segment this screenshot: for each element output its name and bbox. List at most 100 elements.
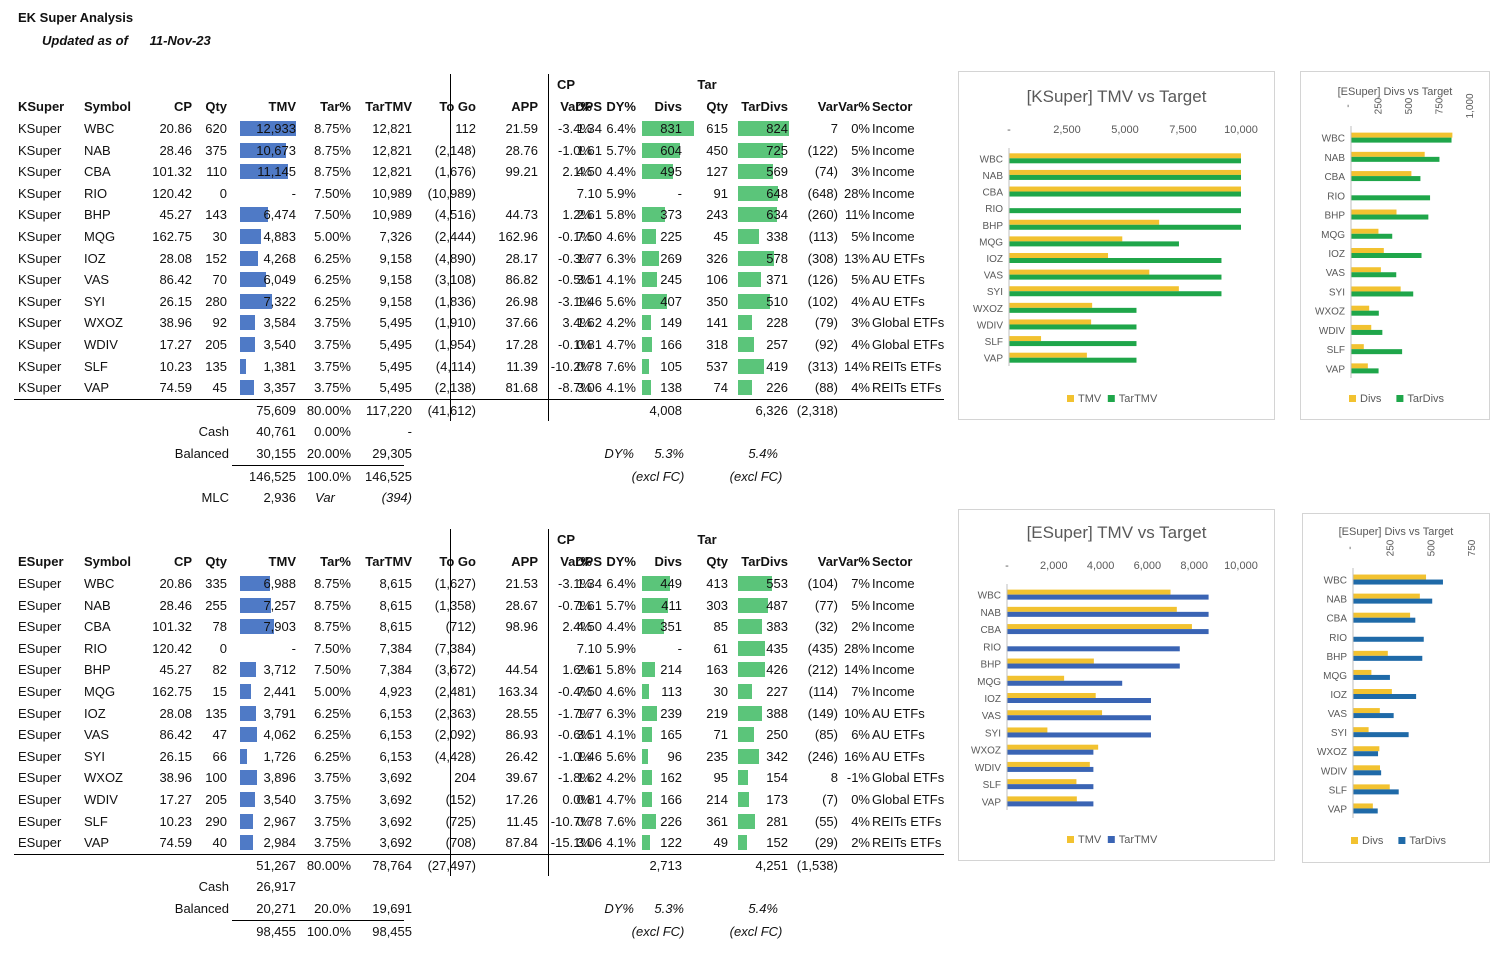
cell-sector: Income	[872, 185, 915, 201]
bar-tardivs	[1353, 674, 1390, 680]
table-row: KSuper VAS 86.42 70 6,049 6.25% 9,158 (3,108) 86…	[14, 269, 944, 290]
cell-tarp: 8.75%	[314, 142, 351, 158]
tmv-data-bar	[240, 813, 253, 829]
bar-divs	[1351, 286, 1401, 292]
cell-cp: 38.96	[159, 315, 192, 331]
table-row: KSuper WDIV 17.27 205 3,540 3.75% 5,495 (1,954)…	[14, 334, 944, 355]
bar-tartmv	[1007, 766, 1094, 772]
cell-qty: 152	[205, 250, 227, 266]
axis-tick-label: 8,000	[1180, 560, 1208, 572]
tmv-data-bar	[240, 164, 288, 180]
totals-row: 75,609 80.00% 117,220 (41,612) 4,008 6,326 (2,…	[14, 400, 944, 421]
bar-tardivs	[1353, 598, 1433, 604]
cell-app: 86.93	[505, 727, 538, 743]
category-label: NAB	[982, 171, 1003, 182]
cell-tqty: 45	[713, 229, 728, 244]
tardivs-data-bar	[738, 315, 752, 331]
axis-tick-label: 1,000	[1465, 93, 1476, 118]
cell-tardivs: 226	[766, 380, 788, 396]
cell-dy: 6.3%	[606, 250, 636, 266]
cell-cp: 74.59	[159, 380, 192, 396]
cell-sym: VAP	[84, 380, 110, 396]
axis-tick-label: 10,000	[1224, 560, 1258, 572]
cell-qty: 205	[205, 792, 227, 807]
divs-data-bar	[642, 662, 655, 678]
axis-tick-label: 2,000	[1040, 560, 1068, 572]
bar-divs	[1353, 803, 1373, 809]
chart-title: [ESuper] Divs vs Target	[1337, 86, 1453, 98]
cell-tmv: 4,883	[263, 229, 296, 244]
cell-cp: 162.75	[152, 684, 192, 699]
cell-dy: 4.4%	[606, 164, 636, 180]
balanced-tmv: 20,271	[256, 901, 296, 916]
cell-cp: 17.27	[159, 337, 192, 352]
cell-app: 28.76	[505, 142, 538, 158]
cell-cp: 26.15	[159, 293, 192, 309]
total-tardivs: 4,251	[755, 857, 788, 873]
header-sym: Symbol	[84, 99, 131, 114]
divs-data-bar	[642, 727, 652, 743]
cell-tqty: 350	[706, 293, 728, 309]
cell-tqty: 318	[706, 337, 728, 352]
cell-tartmv: 12,821	[372, 142, 412, 158]
header-tar: Tar	[697, 77, 717, 92]
cell-tartmv: 3,692	[379, 770, 412, 786]
table-row: KSuper WXOZ 38.96 92 3,584 3.75% 5,495 (1,910) 3…	[14, 312, 944, 333]
tardivs-data-bar	[738, 576, 772, 591]
bar-divs	[1351, 248, 1384, 253]
cell-fund: ESuper	[18, 748, 62, 764]
cell-divs: 373	[660, 207, 682, 223]
cell-fund: KSuper	[18, 315, 62, 331]
cell-var: (7)	[822, 792, 838, 807]
cell-sym: SLF	[84, 813, 108, 829]
axis-tick-label: 5,000	[1111, 124, 1139, 136]
cell-tardivs: 426	[766, 662, 788, 678]
cell-tqty: 361	[706, 813, 728, 829]
axis-tick-label: -	[1007, 124, 1011, 136]
tardivs-data-bar	[738, 164, 773, 180]
cell-sym: WDIV	[84, 792, 118, 807]
cell-dps: 7.10	[576, 640, 602, 656]
tardivs-data-bar	[738, 770, 748, 786]
mlc-var: (394)	[381, 490, 412, 506]
tardivs-data-bar	[738, 727, 754, 743]
tmv-data-bar	[240, 293, 272, 309]
category-label: SYI	[985, 728, 1001, 739]
cell-dy: 5.7%	[606, 597, 636, 613]
cell-divs: 96	[667, 748, 682, 764]
cell-tqty: 141	[706, 315, 728, 331]
header-varp: Var%	[560, 554, 592, 569]
cell-tmv: 6,474	[263, 207, 296, 223]
table-row: ESuper NAB 28.46 255 7,257 8.75% 8,615 (1,358) 2…	[14, 595, 944, 616]
cell-tqty: 413	[706, 576, 728, 591]
cell-tarp: 6.25%	[314, 250, 351, 266]
cell-tardivs: 569	[766, 164, 788, 180]
cell-fund: KSuper	[18, 142, 62, 158]
cell-fund: KSuper	[18, 272, 62, 288]
legend-label: Divs	[1362, 835, 1384, 847]
cell-cp: 17.27	[159, 792, 192, 807]
cell-tmv: 3,896	[263, 770, 296, 786]
cell-qty: 45	[212, 380, 227, 396]
tardivs-data-bar	[738, 229, 759, 244]
balanced-rule	[232, 464, 404, 466]
cell-tmv: 4,268	[263, 250, 296, 266]
cell-sym: NAB	[84, 597, 111, 613]
cell-var: (126)	[807, 272, 838, 288]
cell-sym: MQG	[84, 229, 116, 244]
divs-data-bar	[642, 358, 649, 374]
tardivs-data-bar	[738, 185, 778, 201]
cell-tardivs: 228	[766, 315, 788, 331]
cell-dps: 2.61	[576, 207, 602, 223]
cell-tardivs: 725	[766, 142, 788, 158]
category-label: VAS	[1326, 268, 1346, 279]
axis-tick-label: 250	[1374, 97, 1385, 114]
cell-fund: KSuper	[18, 380, 62, 396]
chart-plot: - 2,500 5,000 7,500 10,000 WBC NAB CBA RIO BHP MQG…	[973, 124, 1258, 405]
cell-dps: 3.51	[576, 727, 602, 743]
cell-sector: AU ETFs	[872, 250, 925, 266]
cell-tarp: 6.25%	[314, 272, 351, 288]
divs-data-bar	[642, 121, 694, 136]
cell-divs: 604	[660, 142, 682, 158]
bar-tardivs	[1351, 137, 1452, 143]
